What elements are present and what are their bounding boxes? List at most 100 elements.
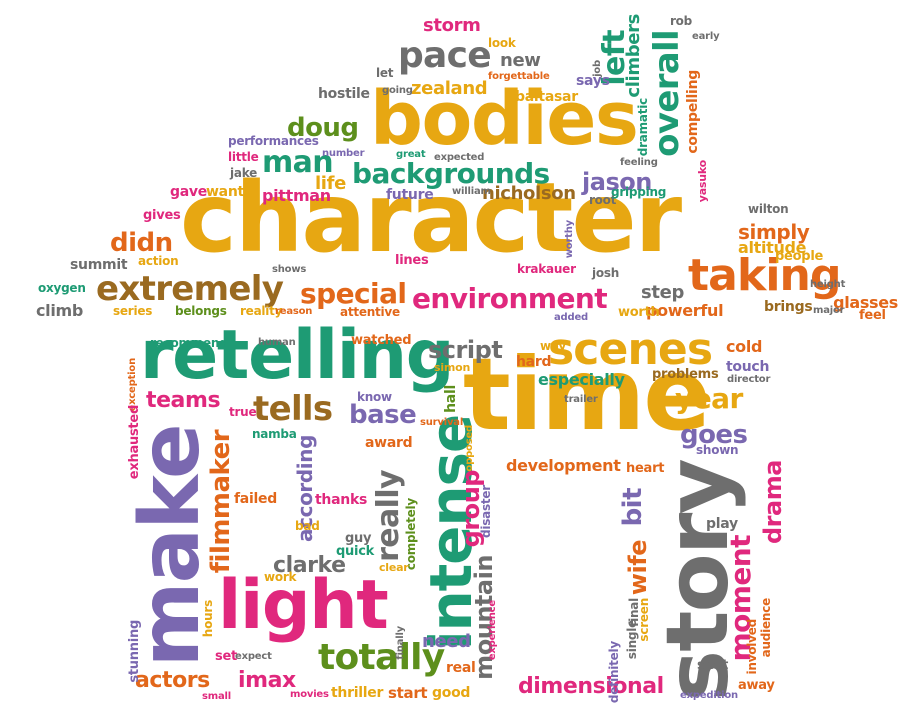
word-totally: totally <box>318 637 445 678</box>
word-doug: doug <box>287 113 359 143</box>
word-overall: overall <box>647 30 687 157</box>
word-experience: experience <box>487 600 498 661</box>
word-bodies: bodies <box>370 76 639 162</box>
word-environment: environment <box>412 282 608 315</box>
word-watched: watched <box>351 333 412 348</box>
word-forgettable: forgettable <box>488 71 550 82</box>
word-trailer: trailer <box>564 394 598 405</box>
word-height: height <box>810 279 846 290</box>
word-light: light <box>218 566 389 645</box>
word-namba: namba <box>252 427 297 441</box>
word-true: true <box>229 405 257 419</box>
word-wilton: wilton <box>748 202 789 216</box>
word-rob: rob <box>670 14 693 28</box>
word-make: make <box>123 425 218 668</box>
word-oxygen: oxygen <box>38 281 86 295</box>
word-zealand: zealand <box>411 78 488 99</box>
word-didn: didn <box>110 228 173 258</box>
word-recommend: recommend <box>150 336 228 350</box>
word-william: william <box>452 186 491 197</box>
word-expect: expect <box>235 651 272 662</box>
word-survival: survival <box>420 417 464 428</box>
word-simply: simply <box>738 220 810 244</box>
word-job: job <box>592 60 603 77</box>
word-cold: cold <box>726 337 763 356</box>
word-play: play <box>706 516 738 532</box>
word-quick: quick <box>336 544 375 559</box>
word-going: going <box>382 85 413 96</box>
word-gave: gave <box>170 184 207 200</box>
word-shows: shows <box>272 264 307 275</box>
word-finally: finally <box>395 626 406 660</box>
word-powerful: powerful <box>646 301 724 320</box>
word-movies: movies <box>290 689 329 700</box>
word-character: character <box>180 162 682 274</box>
word-climb: climb <box>36 301 83 320</box>
word-know: know <box>357 390 392 404</box>
word-failed: failed <box>234 491 277 507</box>
word-dimensional: dimensional <box>518 674 664 699</box>
word-development: development <box>506 456 621 475</box>
word-thriller: thriller <box>331 685 384 701</box>
word-number: number <box>322 148 365 159</box>
word-filmmaker: filmmaker <box>206 430 236 574</box>
word-new: new <box>500 50 541 71</box>
word-brings: brings <box>764 299 813 315</box>
word-future: future <box>386 187 434 203</box>
word-people: people <box>775 249 824 264</box>
word-set: set <box>215 649 237 664</box>
word-script: script <box>428 336 503 364</box>
word-goes: goes <box>680 420 748 450</box>
word-heart: heart <box>626 461 665 476</box>
word-extremely: extremely <box>96 269 284 309</box>
word-base: base <box>349 400 417 430</box>
word-feeling: feeling <box>620 157 658 168</box>
word-completely: completely <box>404 498 418 571</box>
word-really: really <box>371 470 406 562</box>
word-early: early <box>692 31 720 42</box>
word-bad: bad <box>295 519 320 533</box>
word-josh: josh <box>592 266 620 280</box>
word-hall: hall <box>443 385 459 413</box>
word-thanks: thanks <box>315 492 368 508</box>
word-real: real <box>446 660 476 676</box>
word-life: life <box>315 173 346 194</box>
word-hours: hours <box>201 600 215 638</box>
word-compelling: compelling <box>685 70 701 154</box>
word-jake: jake <box>230 166 258 180</box>
word-worth: worth <box>618 305 660 320</box>
word-krakauer: krakauer <box>517 262 576 276</box>
word-lines: lines <box>395 253 429 268</box>
word-step: step <box>641 282 684 303</box>
word-yasuko: yasuko <box>696 160 709 203</box>
word-great: great <box>396 149 426 160</box>
word-gripping: gripping <box>611 185 667 199</box>
word-pace: pace <box>398 35 492 76</box>
word-summit: summit <box>70 257 128 273</box>
word-gives: gives <box>143 208 181 223</box>
word-involved: involved <box>745 619 759 675</box>
word-disaster: disaster <box>479 485 493 538</box>
word-scenes: scenes <box>548 324 713 375</box>
word-jason: jason <box>582 168 652 196</box>
word-man: man <box>262 145 334 180</box>
word-reality: reality <box>240 304 283 318</box>
word-need: need <box>422 631 471 652</box>
word-definitely: definitely <box>607 640 621 703</box>
word-retelling: retelling <box>140 316 454 395</box>
word-drama: drama <box>759 460 787 545</box>
word-nicholson: nicholson <box>482 183 576 204</box>
word-bit: bit <box>618 488 648 527</box>
word-start: start <box>388 684 428 702</box>
word-baltasar: baltasar <box>515 89 578 105</box>
word-says: says <box>576 73 610 89</box>
word-audience: audience <box>759 598 773 658</box>
word-look: look <box>488 36 516 50</box>
word-time: time <box>463 336 711 453</box>
word-hard: hard <box>516 354 552 370</box>
word-feel: feel <box>859 308 886 323</box>
word-root: root <box>589 193 617 207</box>
word-tells: tells <box>253 389 333 429</box>
word-opposed: opposed <box>464 425 475 472</box>
